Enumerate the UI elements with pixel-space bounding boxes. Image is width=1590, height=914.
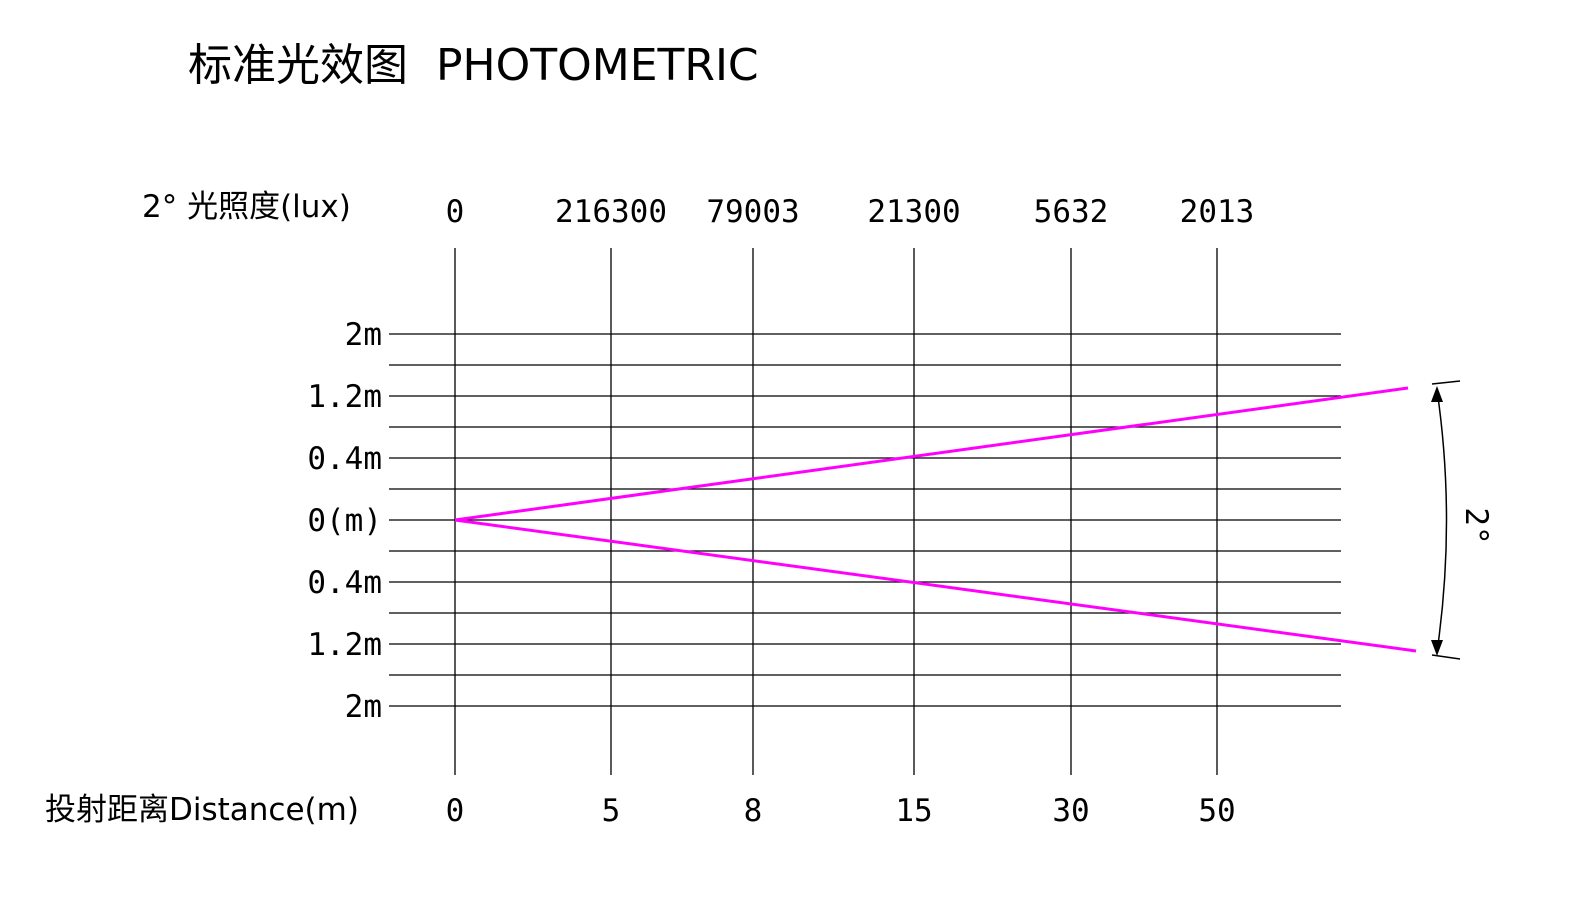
illuminance-value: 0 — [446, 194, 465, 230]
offset-label: 2m — [345, 317, 382, 353]
horizontal-grid — [389, 333, 1341, 707]
distance-value: 0 — [446, 793, 465, 829]
beam-angle-arrow-up — [1431, 386, 1443, 402]
diagram-title: 标准光效图 PHOTOMETRIC — [188, 40, 759, 91]
distance-value: 50 — [1198, 793, 1235, 829]
illuminance-value: 79003 — [706, 194, 799, 230]
beam-angle-arrow-down — [1431, 640, 1443, 656]
illuminance-labels: 0 216300 79003 21300 5632 2013 — [446, 194, 1255, 230]
distance-value: 30 — [1052, 793, 1089, 829]
distance-value: 15 — [895, 793, 932, 829]
beam-angle-indicator — [1431, 380, 1461, 660]
offset-label: 0(m) — [307, 503, 382, 539]
illuminance-value: 2013 — [1180, 194, 1255, 230]
beam-lower-edge — [454, 518, 1417, 653]
beam-angle-arc — [1436, 389, 1448, 653]
vertical-grid — [454, 248, 1218, 775]
illuminance-value: 5632 — [1034, 194, 1109, 230]
offset-labels: 2m 1.2m 0.4m 0(m) 0.4m 1.2m 2m — [307, 317, 382, 725]
offset-label: 0.4m — [307, 441, 382, 477]
distance-value: 8 — [744, 793, 763, 829]
beam-angle-tick-top — [1431, 380, 1461, 385]
offset-label: 2m — [345, 689, 382, 725]
distance-value: 5 — [602, 793, 621, 829]
beam-angle-tick-bottom — [1431, 654, 1461, 660]
illuminance-axis-label: 2° 光照度(lux) — [142, 189, 351, 225]
beam-upper-edge — [454, 386, 1409, 522]
distance-labels: 0 5 8 15 30 50 — [446, 793, 1236, 829]
offset-label: 1.2m — [307, 627, 382, 663]
beam-angle-label: 2° — [1458, 507, 1494, 544]
offset-label: 1.2m — [307, 379, 382, 415]
illuminance-value: 216300 — [555, 194, 667, 230]
distance-axis-label: 投射距离Distance(m) — [45, 792, 359, 828]
illuminance-value: 21300 — [867, 194, 960, 230]
offset-label: 0.4m — [307, 565, 382, 601]
